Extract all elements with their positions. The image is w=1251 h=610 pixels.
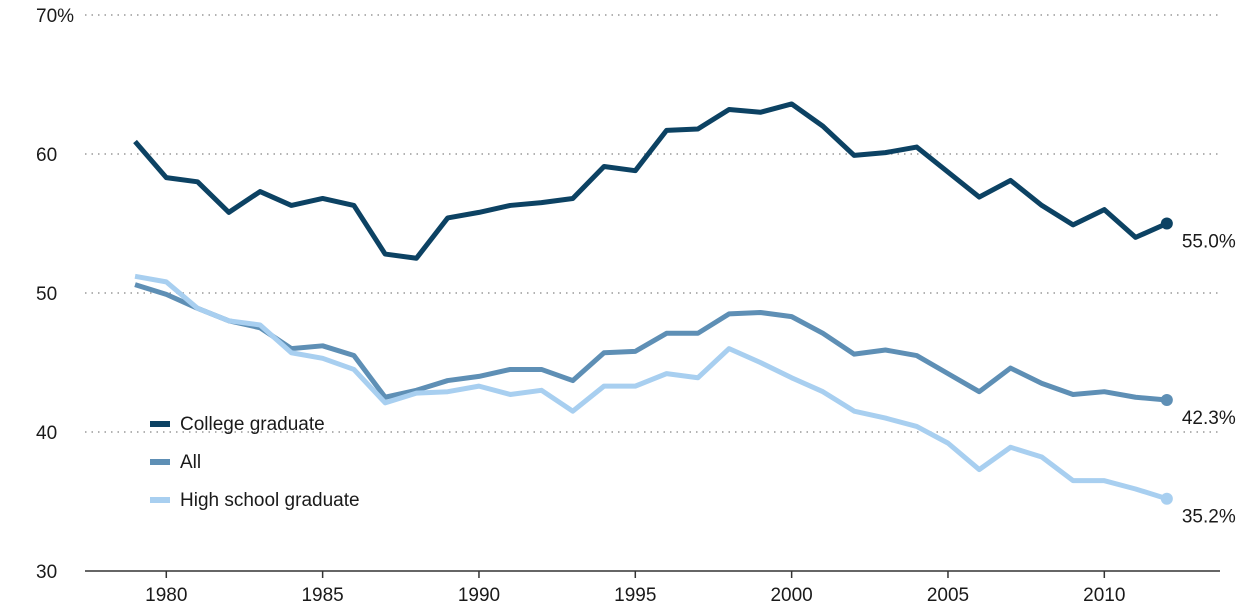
x-tick-label: 1985 bbox=[301, 585, 343, 606]
value-label: 35.2% bbox=[1182, 507, 1236, 528]
x-tick-label: 1995 bbox=[614, 585, 656, 606]
y-tick-label: 70% bbox=[36, 6, 74, 27]
y-tick-label: 60 bbox=[36, 145, 57, 166]
x-tick-label: 2005 bbox=[927, 585, 969, 606]
x-tick-label: 1980 bbox=[145, 585, 187, 606]
y-tick-label: 50 bbox=[36, 284, 57, 305]
x-tick-label: 2000 bbox=[770, 585, 812, 606]
end-point bbox=[1160, 492, 1173, 505]
x-tick-label: 2010 bbox=[1083, 585, 1125, 606]
end-point bbox=[1160, 394, 1173, 407]
end-point bbox=[1160, 217, 1173, 230]
x-tick-label: 1990 bbox=[458, 585, 500, 606]
y-tick-label: 40 bbox=[36, 423, 57, 444]
legend-label: High school graduate bbox=[180, 490, 360, 511]
series-line bbox=[133, 101, 1168, 261]
value-label: 42.3% bbox=[1182, 408, 1236, 429]
legend-label: College graduate bbox=[180, 414, 325, 435]
legend-label: All bbox=[180, 452, 201, 473]
y-tick-label: 30 bbox=[36, 562, 57, 583]
series-line bbox=[134, 273, 1168, 502]
value-label: 55.0% bbox=[1182, 232, 1236, 253]
series-line bbox=[134, 282, 1168, 403]
